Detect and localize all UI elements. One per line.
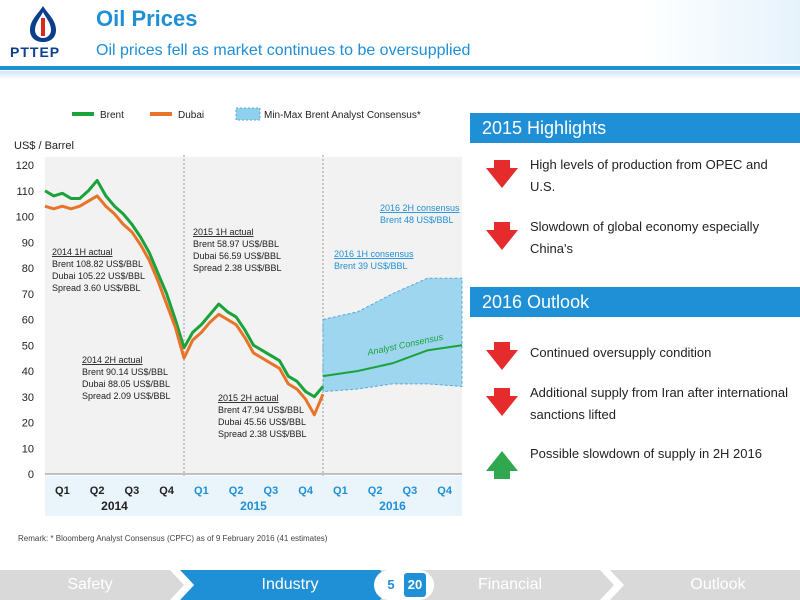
- x-tick-label: Q4: [437, 485, 453, 497]
- annotation-title: 2014 2H actual: [82, 355, 143, 365]
- annotation-line: Spread 2.38 US$/BBL: [193, 263, 282, 273]
- y-tick-label: 60: [22, 315, 34, 327]
- annotation-line: Brent 48 US$/BBL: [380, 215, 454, 225]
- annotation-line: Brent 58.97 US$/BBL: [193, 239, 279, 249]
- highlight-text: Slowdown of global economy especially Ch…: [530, 219, 760, 256]
- down-arrow-icon: [486, 388, 518, 416]
- x-tick-label: Q1: [194, 485, 209, 497]
- x-year-label: 2015: [240, 499, 267, 513]
- outlook-text: Continued oversupply condition: [530, 345, 712, 360]
- highlight-item: High levels of production from OPEC and …: [482, 154, 792, 202]
- x-tick-label: Q1: [333, 485, 348, 497]
- header-divider-shade: [0, 71, 800, 79]
- consensus-band: [322, 277, 463, 393]
- y-tick-label: 40: [22, 366, 34, 378]
- page-title: Oil Prices: [96, 6, 198, 31]
- x-tick-label: Q2: [90, 485, 105, 497]
- x-tick-label: Q3: [403, 485, 418, 497]
- y-tick-label: 30: [22, 392, 34, 404]
- footer-chevrons: [170, 570, 624, 600]
- x-axis-band: [45, 476, 462, 516]
- down-arrow-icon: [486, 160, 518, 188]
- remark-footnote: Remark: * Bloomberg Analyst Consensus (C…: [18, 534, 328, 543]
- annotation-title: 2015 1H actual: [193, 227, 254, 237]
- y-tick-label: 90: [22, 237, 34, 249]
- x-year-label: 2014: [101, 499, 128, 513]
- legend-label: Min-Max Brent Analyst Consensus*: [264, 110, 421, 121]
- tab-industry[interactable]: Industry: [261, 576, 319, 593]
- outlook-text: Possible slowdown of supply in 2H 2016: [530, 446, 762, 461]
- x-tick-label: Q4: [298, 485, 314, 497]
- page-number: 5: [387, 577, 395, 592]
- highlight-text: High levels of production from OPEC and …: [530, 157, 768, 194]
- annotation-title: 2015 2H actual: [218, 393, 279, 403]
- y-axis-label: US$ / Barrel: [14, 140, 74, 152]
- tab-financial[interactable]: Financial: [477, 576, 543, 593]
- annotation-title: 2016 1H consensus: [334, 249, 414, 259]
- annotation-line: Brent 90.14 US$/BBL: [82, 367, 168, 377]
- down-arrow-icon: [486, 342, 518, 370]
- x-tick-label: Q2: [368, 485, 383, 497]
- annotation-line: Brent 39 US$/BBL: [334, 261, 408, 271]
- annotation-title: 2014 1H actual: [52, 247, 113, 257]
- y-tick-label: 70: [22, 289, 34, 301]
- outlook-text: Additional supply from Iran after intern…: [530, 385, 788, 422]
- x-tick-label: Q1: [55, 485, 70, 497]
- annotation-line: Brent 108.82 US$/BBL: [52, 259, 143, 269]
- series-line-dubai: [44, 194, 325, 417]
- x-year-label: 2016: [379, 499, 406, 513]
- series-line-analyst-consensus: [322, 344, 463, 378]
- x-tick-label: Q3: [125, 485, 140, 497]
- outlook-item: Additional supply from Iran after intern…: [482, 382, 792, 430]
- y-tick-label: 110: [16, 186, 34, 198]
- highlight-item: Slowdown of global economy especially Ch…: [482, 216, 792, 264]
- outlook-item: Possible slowdown of supply in 2H 2016: [482, 443, 792, 491]
- highlights-title: 2015 Highlights: [470, 113, 800, 143]
- header-decoration: [640, 0, 800, 64]
- annotation-line: Dubai 45.56 US$/BBL: [218, 417, 306, 427]
- x-tick-label: Q2: [229, 485, 244, 497]
- down-arrow-icon: [486, 222, 518, 250]
- outlook-item: Continued oversupply condition: [482, 342, 792, 372]
- annotation-line: Brent 47.94 US$/BBL: [218, 405, 304, 415]
- logo-text: PTTEP: [10, 44, 61, 60]
- annotation-line: Dubai 105.22 US$/BBL: [52, 271, 145, 281]
- y-tick-label: 100: [16, 212, 34, 224]
- y-tick-label: 120: [16, 160, 34, 172]
- y-tick-label: 50: [22, 340, 34, 352]
- page-subtitle: Oil prices fell as market continues to b…: [96, 42, 471, 59]
- legend-swatch: [235, 107, 261, 121]
- annotation-line: Spread 2.38 US$/BBL: [218, 429, 307, 439]
- y-tick-label: 20: [22, 418, 34, 430]
- header-divider: [0, 66, 800, 70]
- y-tick-label: 80: [22, 263, 34, 275]
- legend-label: Dubai: [178, 110, 204, 121]
- annotation-line: Spread 2.09 US$/BBL: [82, 391, 171, 401]
- series-line-brent: [44, 178, 325, 399]
- annotation-line: Dubai 88.05 US$/BBL: [82, 379, 170, 389]
- oil-price-chart: US$ / Barrel 0 10 20 30 40 50 60 70 80 90 100 110 120…: [14, 107, 463, 516]
- tab-outlook[interactable]: Outlook: [690, 576, 746, 593]
- x-tick-label: Q3: [264, 485, 279, 497]
- legend-label: Brent: [100, 110, 124, 121]
- tab-safety[interactable]: Safety: [67, 576, 113, 593]
- annotation-line: Spread 3.60 US$/BBL: [52, 283, 141, 293]
- annotation-line: Dubai 56.59 US$/BBL: [193, 251, 281, 261]
- x-tick-label: Q4: [159, 485, 175, 497]
- annotation-title: 2016 2H consensus: [380, 203, 460, 213]
- y-tick-label: 0: [28, 469, 34, 481]
- outlook-title: 2016 Outlook: [470, 287, 800, 317]
- page-total: 20: [404, 573, 426, 597]
- y-tick-label: 10: [22, 443, 34, 455]
- pttep-logo-icon: [30, 6, 56, 42]
- up-arrow-icon: [486, 451, 518, 479]
